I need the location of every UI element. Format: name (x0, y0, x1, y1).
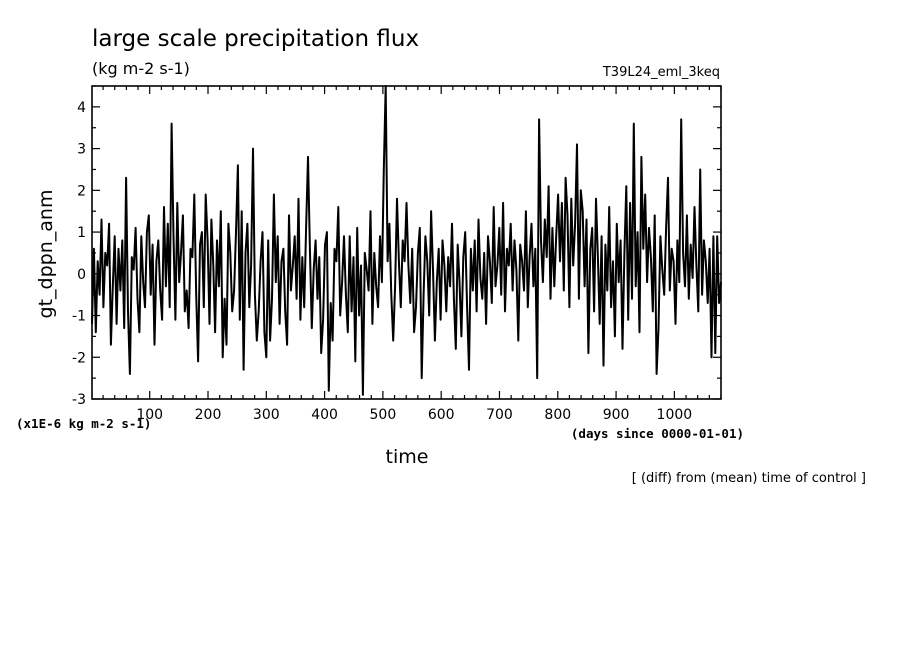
x-tick-label: 500 (370, 407, 397, 423)
y-tick-label: 4 (77, 100, 86, 116)
x-tick-label: 1000 (657, 407, 693, 423)
x-tick-label: 800 (544, 407, 571, 423)
plot-area (91, 85, 722, 400)
x-tick-label: 100 (136, 407, 163, 423)
x-tick-label: 700 (486, 407, 513, 423)
x-tick-label: 300 (253, 407, 280, 423)
y-tick-label: -3 (72, 392, 86, 408)
x-tick-label: 600 (428, 407, 455, 423)
series-line (91, 85, 722, 396)
x-tick-label: 900 (603, 407, 630, 423)
y-tick-label: -2 (72, 350, 86, 366)
y-tick-label: 2 (77, 183, 86, 199)
x-tick-label: 400 (311, 407, 338, 423)
run-label: T39L24_eml_3keq (602, 65, 720, 80)
x-tick-label: 200 (195, 407, 222, 423)
y-scale-note: (x1E-6 kg m-2 s-1) (16, 416, 151, 431)
y-tick-label: 3 (77, 142, 86, 158)
chart-subtitle: (kg m-2 s-1) (92, 59, 190, 78)
y-axis: -3 -2 -1 0 1 2 3 4 (72, 85, 721, 408)
y-tick-label: -1 (72, 309, 86, 325)
chart-title: large scale precipitation flux (92, 26, 419, 52)
footnote: [ (diff) from (mean) time of control ] (632, 471, 866, 486)
y-tick-label: 1 (77, 225, 86, 241)
y-axis-label: gt_dppn_anm (35, 190, 57, 319)
x-axis-units: (days since 0000-01-01) (571, 426, 744, 441)
x-axis-label: time (386, 446, 429, 468)
y-tick-label: 0 (77, 267, 86, 283)
x-axis: 100 200 300 400 500 600 700 800 900 1000 (102, 86, 722, 423)
